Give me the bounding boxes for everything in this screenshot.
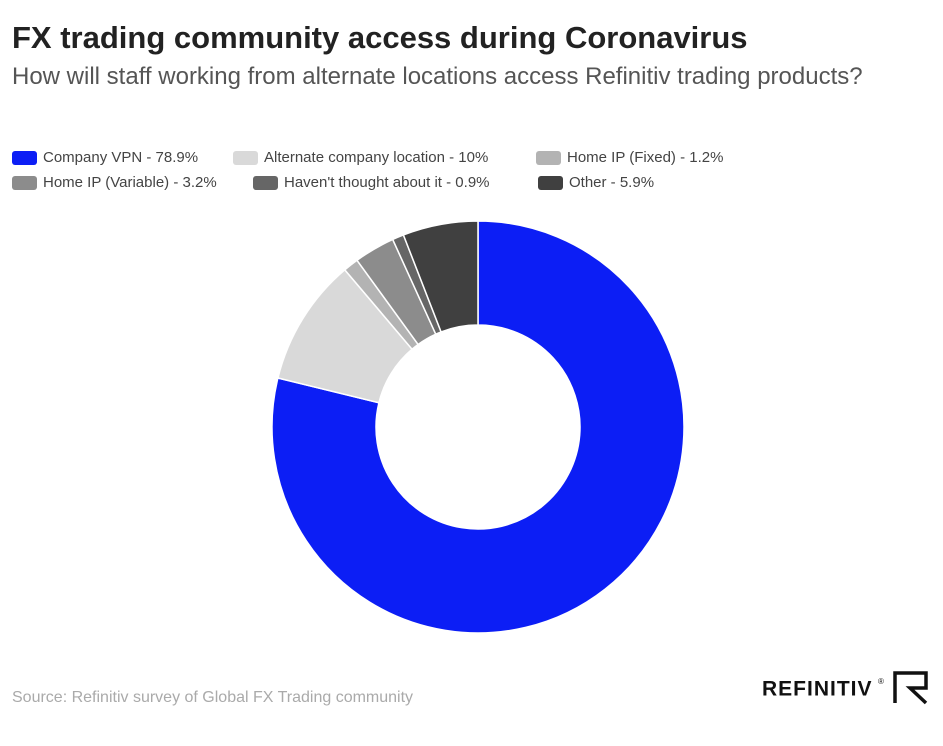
legend-label: Home IP (Variable) - 3.2% [43,174,217,191]
chart-title: FX trading community access during Coron… [12,20,748,55]
legend-swatch [253,176,278,190]
logo-text: REFINITIV [762,678,873,701]
donut-slice [271,220,685,634]
legend-swatch [233,151,258,165]
legend-swatch [12,151,37,165]
donut-slice [402,220,479,333]
chart-subtitle: How will staff working from alternate lo… [12,63,863,90]
legend-label: Alternate company location - 10% [264,149,488,166]
legend-label: Haven't thought about it - 0.9% [284,174,490,191]
logo-mark: ® [878,677,884,686]
legend-label: Company VPN - 78.9% [43,149,198,166]
legend-label: Other - 5.9% [569,174,654,191]
legend-label: Home IP (Fixed) - 1.2% [567,149,723,166]
legend-swatch [12,176,37,190]
logo-icon [893,671,928,705]
legend-swatch [536,151,561,165]
legend-swatch [538,176,563,190]
source: Source: Refinitiv survey of Global FX Tr… [12,689,413,706]
